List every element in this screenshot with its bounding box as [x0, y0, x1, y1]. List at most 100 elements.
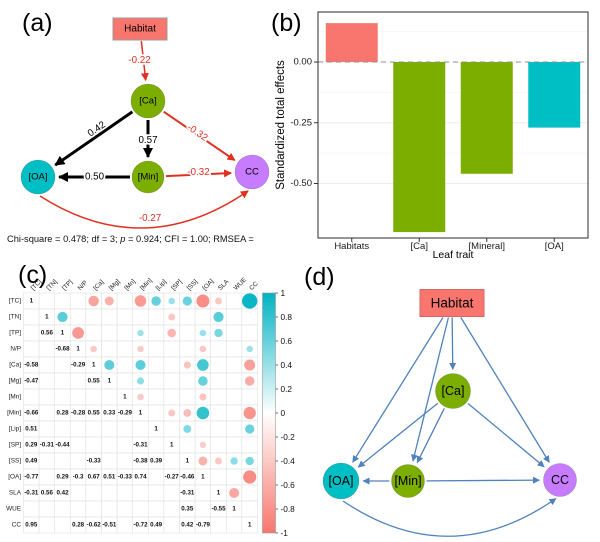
- corr-value: -0.31: [24, 490, 39, 497]
- corr-circle: [137, 329, 144, 337]
- corr-col-label: [Mg]: [108, 278, 122, 292]
- corr-circle: [198, 456, 208, 466]
- corr-circle: [90, 345, 98, 353]
- corr-value: -0.31: [180, 490, 195, 497]
- corr-diagonal: 1: [61, 330, 65, 337]
- corr-circle: [244, 376, 255, 386]
- corr-circle: [183, 425, 192, 433]
- node-habitat: [112, 17, 168, 41]
- corr-circle: [242, 293, 258, 309]
- corr-cell: [38, 292, 55, 310]
- corr-value: -0.33: [118, 474, 133, 481]
- corr-cell: [241, 484, 258, 502]
- corr-row-label: [SP]: [9, 442, 21, 449]
- corr-row-label: [TN]: [9, 314, 21, 321]
- corr-diagonal: 1: [123, 394, 127, 401]
- corr-cell: [163, 452, 180, 470]
- corr-value: -0.38: [133, 458, 148, 465]
- corr-col-label: [TN]: [45, 278, 59, 292]
- corr-cell: [101, 436, 118, 454]
- panel-c-label: (c): [18, 261, 48, 289]
- corr-circle: [214, 328, 223, 338]
- corr-row-label: [TC]: [9, 298, 21, 305]
- edge-oa-cc: [39, 190, 249, 229]
- corr-circle: [88, 295, 99, 307]
- corr-cell: [148, 484, 165, 502]
- corr-cell: [38, 468, 55, 486]
- corr-cell: [210, 340, 227, 358]
- node-label-min: [Min]: [138, 172, 159, 183]
- corr-value: -0.55: [211, 506, 226, 513]
- corr-value: -0.58: [24, 362, 39, 369]
- corr-cell: [101, 340, 118, 358]
- corr-value: -0.68: [55, 346, 70, 353]
- corr-circle: [196, 294, 210, 308]
- corr-cell: [101, 420, 118, 438]
- x-tick-label: [OA]: [545, 241, 564, 252]
- corr-cell: [148, 308, 165, 326]
- colorbar-tick-label: 1: [281, 288, 286, 298]
- corr-value: 0.33: [103, 410, 116, 417]
- panel-a-sem-diagram: Habitat[Ca][OA] [Min] CC-0.220.420.57 -0.32…: [20, 17, 270, 229]
- corr-cell: [116, 500, 133, 518]
- corr-cell: [70, 388, 87, 406]
- colorbar-tick-label: 0.2: [281, 384, 293, 394]
- corr-cell: [163, 516, 180, 534]
- corr-cell: [210, 356, 227, 374]
- corr-cell: [226, 436, 243, 454]
- corr-cell: [241, 324, 258, 342]
- corr-cell: [148, 436, 165, 454]
- corr-cell: [70, 500, 87, 518]
- panel-c-correlation-matrix: 1 1 1 1 1 1 1 1 1 1 1 1 1 1 1 0.56 -0.68 -0.58 -0.29 -0.47 0…: [6, 276, 295, 538]
- node-label-oa: [OA]: [28, 172, 47, 183]
- node-ca: [435, 373, 471, 409]
- corr-cell: [54, 356, 71, 374]
- node-ca: [130, 83, 166, 119]
- corr-value: -0.33: [87, 458, 102, 465]
- corr-row-label: [Mg]: [9, 378, 22, 385]
- edge-min-cc: [165, 169, 233, 178]
- corr-cell: [179, 340, 196, 358]
- corr-row-label: [SS]: [9, 458, 21, 465]
- corr-cell: [241, 308, 258, 326]
- edge-ca-cc: [467, 402, 545, 468]
- corr-col-label: [Lip]: [155, 278, 169, 292]
- node-min: [391, 464, 425, 498]
- corr-circle: [196, 406, 210, 420]
- corr-cell: [241, 388, 258, 406]
- corr-cell: [23, 308, 40, 326]
- corr-cell: [38, 420, 55, 438]
- corr-cell: [70, 436, 87, 454]
- corr-cell: [116, 356, 133, 374]
- corr-cell: [116, 484, 133, 502]
- corr-cell: [23, 500, 40, 518]
- corr-value: 0.39: [150, 458, 163, 465]
- corr-circle: [57, 311, 68, 323]
- corr-cell: [226, 404, 243, 422]
- corr-row-label: WUE: [6, 506, 21, 513]
- corr-cell: [116, 420, 133, 438]
- corr-cell: [70, 292, 87, 310]
- corr-circle: [246, 345, 253, 353]
- corr-cell: [54, 500, 71, 518]
- corr-value: -0.47: [24, 378, 39, 385]
- corr-value: 0.51: [103, 474, 116, 481]
- corr-cell: [38, 340, 55, 358]
- corr-cell: [85, 436, 102, 454]
- bar-[Mineral]: [460, 62, 513, 174]
- corr-cell: [163, 500, 180, 518]
- corr-cell: [210, 388, 227, 406]
- bar-[Ca]: [393, 62, 446, 233]
- corr-cell: [54, 420, 71, 438]
- corr-cell: [132, 420, 149, 438]
- corr-value: -0.31: [40, 442, 55, 449]
- corr-cell: [85, 324, 102, 342]
- corr-value: -0.72: [133, 522, 148, 529]
- corr-cell: [85, 308, 102, 326]
- corr-circle: [199, 393, 207, 401]
- y-tick-label: -0.50: [290, 178, 312, 189]
- corr-cell: [241, 500, 258, 518]
- corr-circle: [213, 311, 224, 323]
- colorbar-tick-label: -0.6: [281, 480, 296, 490]
- panel-d-label: (d): [304, 263, 335, 291]
